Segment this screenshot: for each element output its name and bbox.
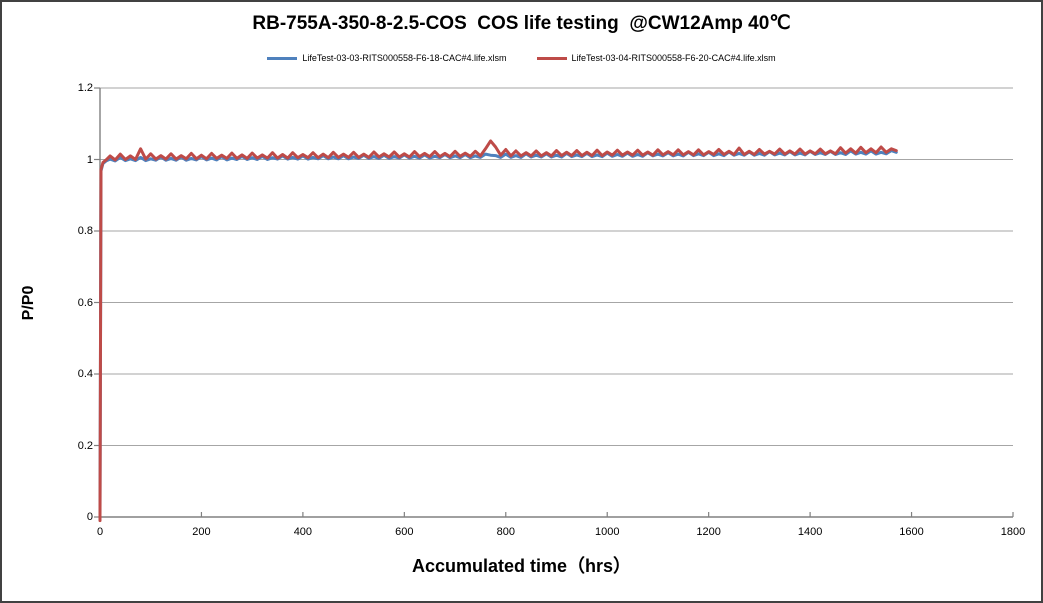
x-tick-label: 800 — [496, 526, 515, 538]
legend-label-series-1: LifeTest-03-03-RITS000558-F6-18-CAC#4.li… — [302, 53, 507, 63]
chart-title: RB-755A-350-8-2.5-COS COS life testing @… — [252, 13, 791, 34]
y-tick-label: 0.4 — [77, 368, 93, 380]
legend-item-series-2: LifeTest-03-04-RITS000558-F6-20-CAC#4.li… — [536, 53, 776, 63]
series-line-2 — [98, 139, 898, 523]
y-tick-label: 0 — [86, 511, 93, 523]
x-tick-label: 600 — [395, 526, 414, 538]
x-axis-title: Accumulated time（hrs） — [411, 556, 632, 576]
y-tick-label: 0.8 — [77, 225, 93, 237]
x-tick-label: 1600 — [899, 526, 924, 538]
y-tick-label: 0.2 — [77, 439, 93, 452]
legend-item-series-1: LifeTest-03-03-RITS000558-F6-18-CAC#4.li… — [267, 53, 507, 63]
y-axis-title: P/P0 — [20, 285, 37, 321]
legend-line-swatch-blue — [267, 56, 298, 60]
legend: LifeTest-03-03-RITS000558-F6-18-CAC#4.li… — [2, 53, 1041, 63]
x-tick-label: 1200 — [696, 526, 721, 538]
y-tick-label: 1 — [86, 153, 93, 166]
y-tick-label: 0.6 — [77, 296, 93, 309]
x-tick-label: 400 — [293, 526, 313, 538]
x-tick-label: 1000 — [594, 526, 620, 538]
x-tick-label: 200 — [192, 526, 211, 538]
legend-label-series-2: LifeTest-03-04-RITS000558-F6-20-CAC#4.li… — [571, 53, 776, 63]
x-tick-label: 0 — [96, 526, 104, 538]
legend-line-swatch-red — [536, 56, 567, 60]
x-tick-label: 1800 — [1000, 526, 1026, 538]
y-tick-label: 1.2 — [77, 82, 93, 94]
series-line-1 — [98, 149, 898, 519]
x-tick-label: 1400 — [797, 526, 823, 538]
